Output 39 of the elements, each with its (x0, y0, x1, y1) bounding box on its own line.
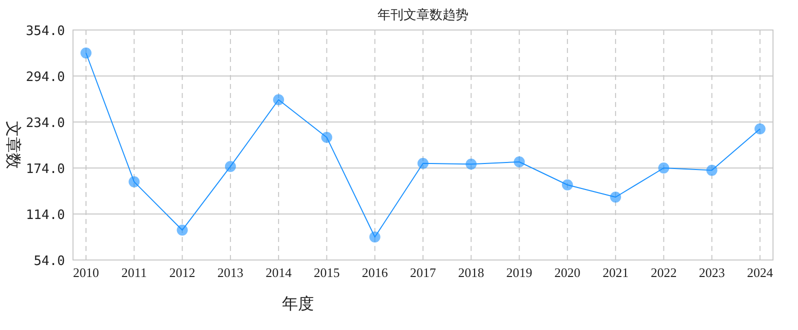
y-tick-label: 234.0 (26, 116, 65, 131)
x-tick-label: 2018 (458, 265, 484, 280)
x-tick-label: 2011 (121, 265, 147, 280)
point (562, 179, 573, 190)
x-tick-label: 2013 (217, 265, 244, 280)
x-tick-label: 2014 (266, 265, 292, 280)
x-axis-title: 年度 (282, 295, 314, 313)
point (321, 132, 332, 143)
point (466, 158, 477, 170)
point (754, 123, 766, 134)
x-tick-label: 2010 (73, 265, 99, 280)
y-tick-label: 174.0 (26, 162, 65, 177)
y-tick-label: 54.0 (34, 254, 65, 269)
point (610, 192, 622, 203)
x-tick-label: 2020 (554, 265, 580, 280)
x-tick-label: 2017 (410, 265, 436, 280)
x-tick-label: 2015 (314, 265, 340, 280)
y-axis-title: 文章数 (4, 121, 22, 169)
y-tick-label: 354.0 (26, 24, 65, 39)
x-tick-label: 2022 (650, 265, 677, 280)
x-tick-label: 2024 (747, 265, 774, 280)
point (224, 160, 236, 172)
point (706, 164, 718, 176)
x-tick-label: 2012 (169, 265, 196, 280)
point (514, 156, 525, 168)
point (273, 94, 284, 106)
x-tick-label: 2016 (362, 265, 388, 280)
point (80, 48, 92, 58)
point (128, 176, 140, 188)
x-tick-label: 2021 (602, 265, 629, 280)
x-tick-label: 2023 (698, 265, 725, 280)
point (176, 224, 188, 236)
y-tick-label: 114.0 (26, 208, 65, 223)
y-tick-label: 294.0 (26, 70, 65, 85)
point (418, 158, 428, 169)
chart-title: 年刊文章数趋势 (378, 7, 468, 22)
x-tick-label: 2019 (506, 265, 532, 280)
point (658, 162, 670, 174)
point (369, 232, 380, 242)
